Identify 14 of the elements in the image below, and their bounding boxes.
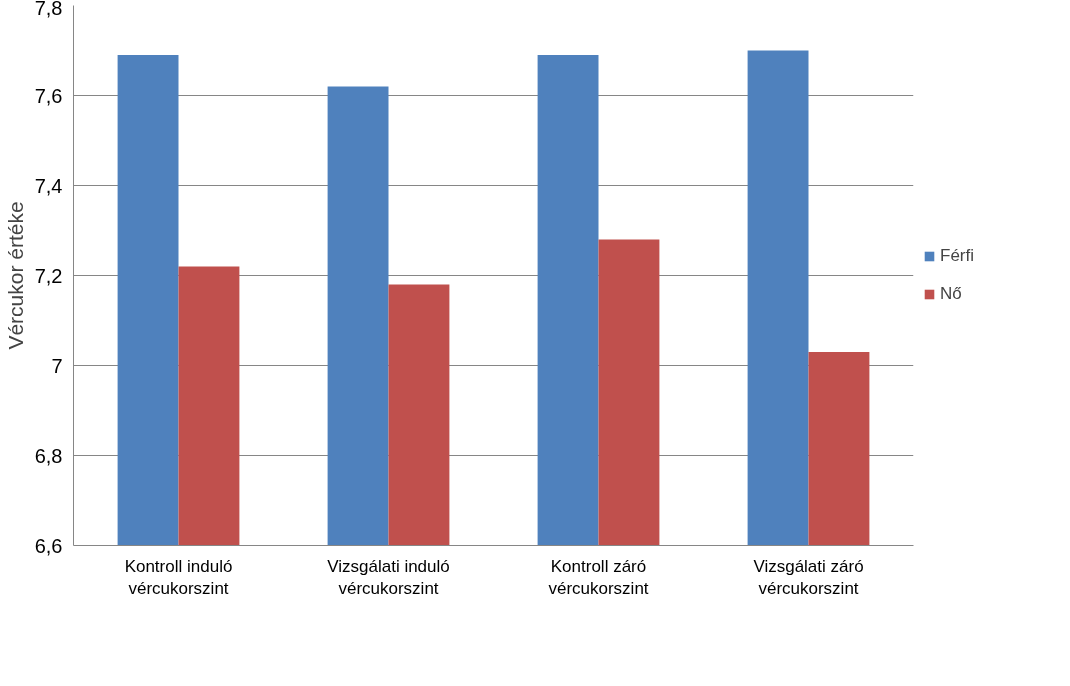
x-tick-label: Vizsgálati záró vércukorszint [753, 556, 864, 599]
x-tick-label: Kontroll záró vércukorszint [548, 556, 649, 599]
y-tick-label: 7,2 [34, 264, 63, 287]
y-tick-label: 6,6 [34, 534, 63, 557]
y-axis-title: Vércukor értéke [3, 201, 27, 350]
x-tick-label: Vizsgálati induló vércukorszint [327, 556, 450, 599]
y-tick-label: 7 [51, 354, 63, 377]
y-tick-label: 7,4 [34, 174, 63, 197]
legend-label: Férfi [940, 246, 974, 266]
y-tick-label: 6,8 [34, 444, 63, 467]
x-tick-label: Kontroll induló vércukorszint [124, 556, 233, 599]
legend-label: Nő [940, 284, 962, 304]
y-tick-label: 7,8 [34, 0, 63, 19]
y-tick-label: 7,6 [34, 84, 63, 107]
